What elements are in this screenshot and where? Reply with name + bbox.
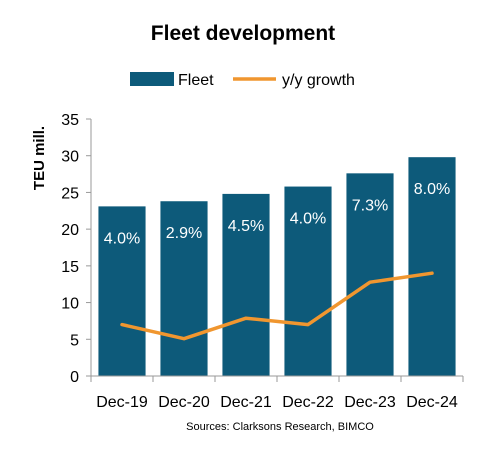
growth-line-layer <box>120 271 434 341</box>
x-tick-label: Dec-24 <box>406 394 458 411</box>
y-tick-label: 15 <box>61 259 79 276</box>
bar-Dec-20 <box>160 201 208 376</box>
growth-label: 7.3% <box>352 197 388 214</box>
bar-Dec-21 <box>222 193 270 376</box>
y-tick-label: 20 <box>61 222 79 239</box>
bars <box>98 157 456 376</box>
bar-Dec-24 <box>408 157 456 376</box>
y-axis: 0 5 10 15 20 25 30 35 <box>61 112 92 386</box>
chart-title: Fleet development <box>151 22 335 45</box>
growth-label: 4.5% <box>228 218 264 235</box>
y-axis-label: TEU mill. <box>31 126 48 190</box>
legend-label-fleet: Fleet <box>178 72 214 89</box>
x-axis: Dec-19 Dec-20 Dec-21 Dec-22 Dec-23 Dec-24 <box>90 375 464 411</box>
y-tick-label: 10 <box>61 296 79 313</box>
y-tick-label: 25 <box>61 185 79 202</box>
growth-label: 8.0% <box>414 181 450 198</box>
growth-label: 4.0% <box>104 230 140 247</box>
bar-Dec-23 <box>346 173 394 376</box>
growth-label: 2.9% <box>166 225 202 242</box>
growth-label: 4.0% <box>290 211 326 228</box>
x-tick-label: Dec-21 <box>220 394 272 411</box>
source-note: Sources: Clarksons Research, BIMCO <box>186 421 374 433</box>
y-tick-label: 30 <box>61 149 79 166</box>
x-tick-label: Dec-23 <box>344 394 396 411</box>
legend: Fleet y/y growth <box>130 72 355 89</box>
x-tick-label: Dec-20 <box>158 394 210 411</box>
growth-line <box>120 271 434 341</box>
legend-label-growth: y/y growth <box>282 72 355 89</box>
growth-labels: 4.0% 2.9% 4.5% 4.0% 7.3% 8.0% <box>104 181 450 247</box>
y-tick-label: 5 <box>70 332 79 349</box>
legend-swatch-fleet <box>130 72 174 86</box>
y-tick-label: 35 <box>61 112 79 129</box>
bar-Dec-19 <box>98 206 146 376</box>
x-tick-label: Dec-22 <box>282 394 334 411</box>
x-tick-label: Dec-19 <box>96 394 148 411</box>
y-tick-label: 0 <box>70 369 79 386</box>
bar-Dec-22 <box>284 186 332 376</box>
